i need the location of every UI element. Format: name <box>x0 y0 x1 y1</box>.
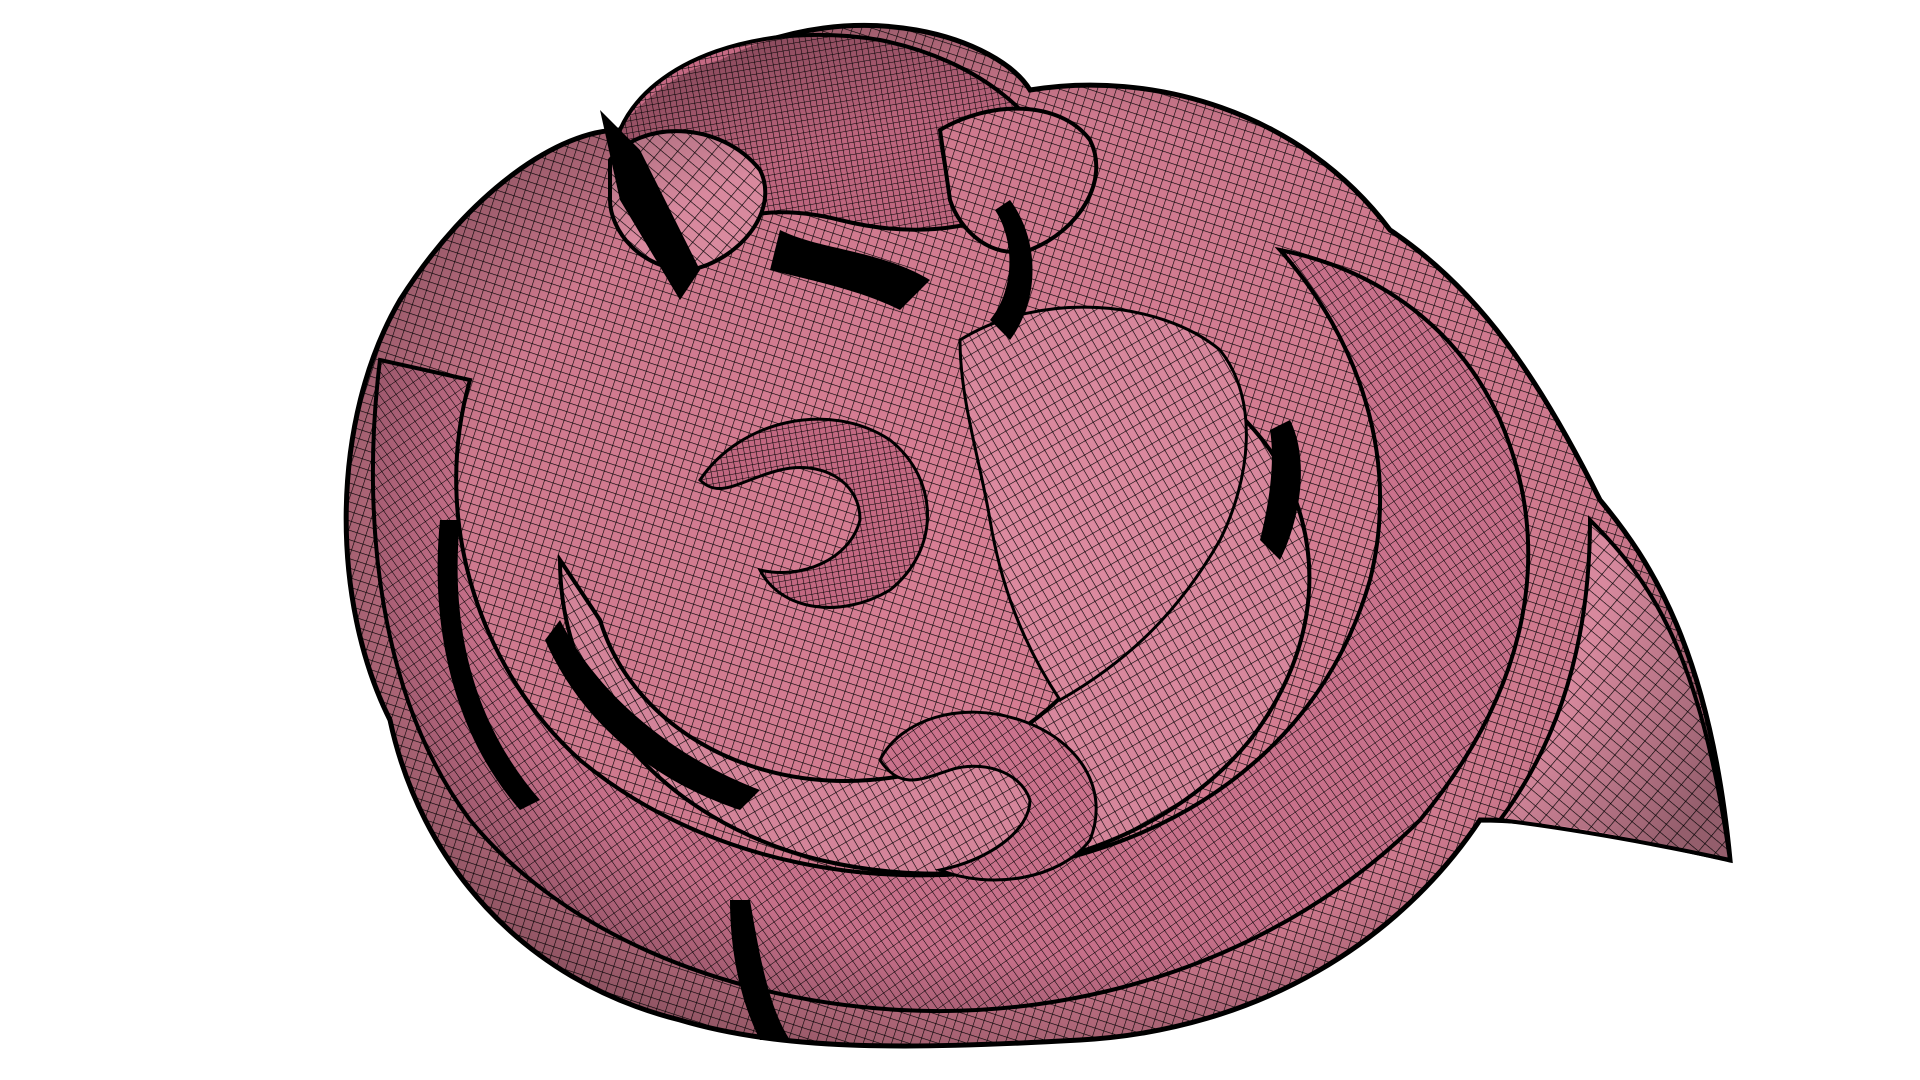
mesh-shading-overlay <box>346 25 1731 1046</box>
